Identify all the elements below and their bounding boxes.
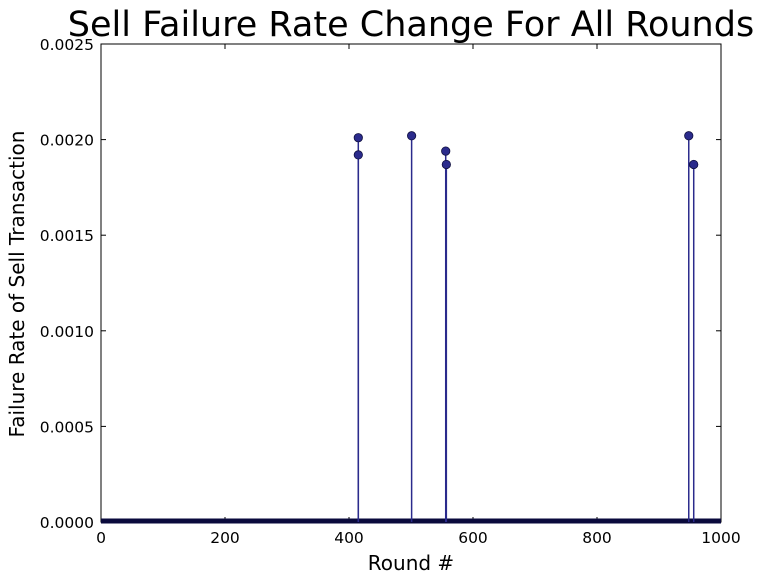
- y-tick-label: 0.0005: [40, 418, 94, 436]
- y-tick-label: 0.0015: [40, 227, 94, 245]
- data-point: [407, 131, 417, 141]
- data-point: [441, 159, 451, 170]
- data-point: [684, 131, 694, 141]
- x-tick-label: 1000: [701, 529, 740, 547]
- x-tick-label: 800: [582, 529, 612, 547]
- x-tick-label: 600: [458, 529, 488, 547]
- y-tick-label: 0.0025: [40, 36, 94, 54]
- data-point: [353, 150, 363, 160]
- chart-title: Sell Failure Rate Change For All Rounds: [68, 5, 754, 45]
- data-point: [353, 133, 363, 143]
- y-axis-label: Failure Rate of Sell Transaction: [5, 131, 29, 438]
- x-tick-label: 400: [334, 529, 364, 547]
- plot-area: 0 200 400 600 800 1000 0.0000 0.0005 0.0010 0.001…: [40, 36, 741, 547]
- data-point: [441, 146, 451, 156]
- x-tick-label: 0: [96, 529, 106, 547]
- y-tick-label: 0.0000: [40, 514, 94, 532]
- x-tick-label: 200: [210, 529, 240, 547]
- y-tick-label: 0.0010: [40, 323, 94, 341]
- x-axis-label: Round #: [368, 551, 454, 575]
- y-tick-label: 0.0020: [40, 132, 94, 150]
- data-point: [689, 159, 699, 170]
